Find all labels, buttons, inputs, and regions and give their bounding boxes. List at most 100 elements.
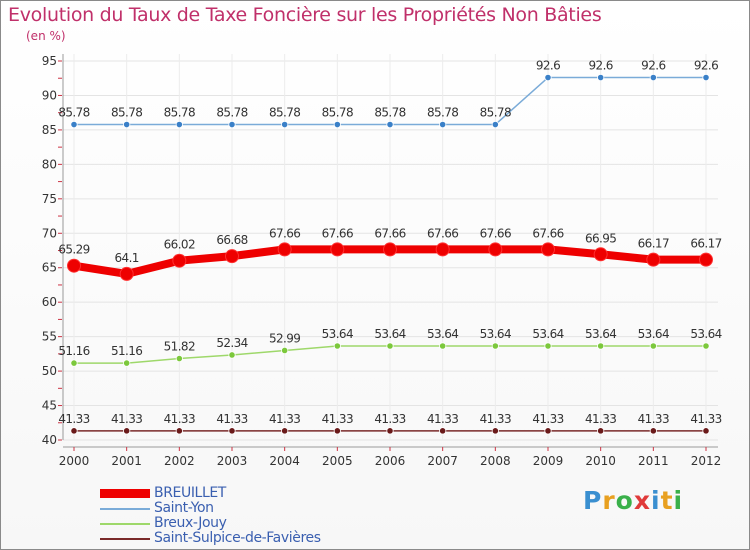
data-point (175, 354, 183, 363)
data-point (541, 242, 555, 257)
x-tick-label: 2011 (638, 454, 669, 468)
data-label: 41.33 (638, 412, 669, 426)
chart-title: Evolution du Taux de Taxe Foncière sur l… (8, 4, 602, 26)
data-label: 41.33 (480, 412, 511, 426)
data-label: 41.33 (58, 412, 89, 426)
data-point (544, 73, 552, 82)
logo-letter: i (651, 486, 661, 515)
y-tick-label: 95 (42, 54, 57, 68)
y-tick-label: 80 (42, 157, 57, 171)
data-label: 67.66 (269, 226, 300, 240)
logo-letter: x (633, 486, 651, 515)
data-point (439, 427, 447, 435)
logo-letter: i (673, 486, 684, 515)
proxiti-logo: Proxiti (583, 486, 683, 515)
data-point (70, 359, 78, 367)
data-point (123, 427, 131, 435)
data-point (699, 252, 713, 267)
y-axis-unit-label: (en %) (26, 29, 66, 43)
data-label: 85.78 (269, 106, 300, 120)
data-point (70, 427, 78, 435)
data-label: 67.66 (480, 226, 511, 240)
data-point (439, 120, 447, 129)
x-tick-label: 2001 (111, 454, 142, 468)
data-label: 67.66 (532, 226, 563, 240)
x-tick-label: 2012 (691, 454, 722, 468)
y-tick-label: 40 (42, 433, 57, 447)
axis-layer: 40 45 50 55 60 65 70 75 80 85 90 95 2000 2001 2002 2003… (42, 54, 722, 468)
data-label: 92.6 (694, 59, 718, 73)
data-label: 85.78 (216, 106, 247, 120)
data-label: 66.68 (216, 233, 247, 247)
data-label: 64.1 (115, 251, 139, 265)
data-label: 66.17 (638, 237, 669, 251)
y-tick-label: 50 (42, 364, 57, 378)
data-point (333, 427, 341, 435)
data-point (281, 427, 289, 435)
data-point (70, 120, 78, 129)
data-point (597, 73, 605, 82)
data-point (491, 120, 499, 129)
data-label: 53.64 (585, 327, 616, 341)
data-label: 92.6 (641, 59, 665, 73)
data-label: 66.02 (164, 238, 195, 252)
data-label: 41.33 (322, 412, 353, 426)
y-tick-label: 55 (42, 330, 57, 344)
data-label: 41.33 (427, 412, 458, 426)
data-label: 67.66 (322, 226, 353, 240)
data-label: 41.33 (269, 412, 300, 426)
legend-label: Breux-Jouy (154, 515, 227, 531)
legend-label: Saint-Yon (154, 500, 214, 516)
x-tick-label: 2009 (533, 454, 564, 468)
data-point (386, 342, 394, 350)
data-point (172, 253, 187, 268)
legend-item: BREUILLET (100, 485, 360, 501)
legend-item: Breux-Jouy (100, 515, 360, 531)
legend-label: BREUILLET (154, 485, 226, 501)
data-point (491, 427, 499, 435)
legend-swatch (100, 507, 150, 510)
data-point (435, 242, 450, 257)
data-label-layer: 85.78 85.78 85.78 85.78 85.78 85.78 85.78 85.78… (58, 59, 722, 426)
data-label: 51.82 (164, 340, 195, 354)
data-point (593, 247, 608, 262)
logo-letter: o (615, 486, 634, 515)
data-label: 53.64 (322, 327, 353, 341)
data-point (439, 342, 447, 350)
data-point (491, 342, 499, 350)
data-label: 53.64 (690, 327, 721, 341)
data-label: 52.99 (269, 331, 300, 345)
data-label: 41.33 (585, 412, 616, 426)
legend-swatch (100, 537, 150, 540)
legend: BREUILLET Saint-Yon Breux-Jouy Saint-Sulpic… (100, 485, 360, 546)
data-point (228, 351, 236, 359)
data-label: 41.33 (374, 412, 405, 426)
data-label: 66.17 (690, 237, 721, 251)
x-tick-label: 2008 (480, 454, 511, 468)
data-label: 51.16 (111, 344, 142, 358)
data-point (228, 120, 236, 129)
data-label: 85.78 (480, 106, 511, 120)
y-tick-label: 85 (42, 123, 57, 137)
data-point (333, 120, 341, 129)
data-label: 53.64 (374, 327, 405, 341)
data-label: 41.33 (111, 412, 142, 426)
data-point (123, 120, 131, 129)
legend-item: Saint-Sulpice-de-Favières (100, 530, 360, 546)
data-label: 52.34 (216, 336, 247, 350)
x-tick-label: 2005 (322, 454, 353, 468)
x-tick-label: 2007 (427, 454, 458, 468)
data-point (597, 342, 605, 350)
data-label: 85.78 (111, 106, 142, 120)
data-label: 85.78 (322, 106, 353, 120)
grid-layer (63, 54, 718, 441)
y-tick-label: 70 (42, 226, 57, 240)
data-point (175, 427, 183, 435)
data-point (281, 346, 289, 355)
data-point (386, 120, 394, 129)
data-label: 41.33 (690, 412, 721, 426)
x-tick-label: 2010 (585, 454, 616, 468)
data-point (649, 342, 657, 350)
y-tick-label: 90 (42, 88, 57, 102)
